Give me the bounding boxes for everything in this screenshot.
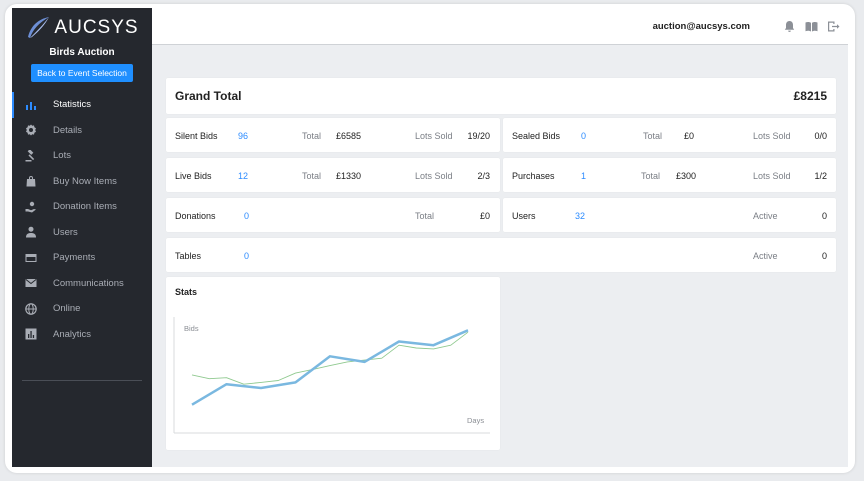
sidebar-item-statistics[interactable]: Statistics — [12, 92, 152, 118]
users-active-label: Active — [753, 211, 778, 221]
bell-icon[interactable] — [783, 20, 796, 33]
top-bar: auction@aucsys.com — [152, 8, 848, 45]
sidebar-item-communications[interactable]: Communications — [12, 271, 152, 297]
envelope-icon — [25, 277, 37, 289]
sidebar-item-label: Payments — [53, 252, 96, 264]
series-line-1 — [191, 329, 469, 406]
silent-bids-total: £6585 — [336, 131, 362, 141]
purchases-lots: 1/2 — [814, 171, 827, 181]
user-email: auction@aucsys.com — [652, 20, 750, 32]
sidebar-item-users[interactable]: Users — [12, 220, 152, 246]
sealed-bids-label: Sealed Bids — [512, 131, 561, 141]
tables-label: Tables — [175, 251, 202, 261]
sealed-bids-total: £0 — [684, 131, 695, 141]
sidebar-item-label: Online — [53, 303, 81, 315]
sidebar-item-payments[interactable]: Payments — [12, 245, 152, 271]
sidebar-item-online[interactable]: Online — [12, 296, 152, 322]
grand-total-value: £8215 — [793, 89, 827, 103]
sidebar-item-donation-items[interactable]: Donation Items — [12, 194, 152, 220]
x-axis-label: Days — [467, 416, 484, 425]
live-bids-label: Live Bids — [175, 171, 212, 181]
donations-label: Donations — [175, 211, 216, 221]
gavel-icon — [25, 149, 37, 162]
sidebar-item-label: Buy Now Items — [53, 175, 117, 187]
purchases-total: £300 — [676, 171, 697, 181]
sidebar-item-label: Communications — [53, 277, 124, 289]
analytics-icon — [25, 328, 37, 340]
sealed-bids-lots-label: Lots Sold — [753, 131, 791, 141]
bar-chart-icon — [25, 99, 37, 111]
sidebar-item-label: Donation Items — [53, 201, 117, 213]
live-bids-total-label: Total — [302, 171, 322, 181]
donations-total-label: Total — [415, 211, 435, 221]
sidebar-item-label: Lots — [53, 150, 71, 162]
donations-card: Donations 0 Total £0 — [166, 198, 500, 232]
back-to-event-selection-button[interactable]: Back to Event Selection — [31, 64, 133, 82]
sidebar-item-lots[interactable]: Lots — [12, 143, 152, 169]
sidebar-item-label: Analytics — [53, 328, 92, 340]
users-active: 0 — [821, 211, 827, 221]
sidebar: AUCSYS Birds Auction Back to Event Selec… — [12, 8, 152, 467]
sealed-bids-lots: 0/0 — [814, 131, 827, 141]
brand-name: AUCSYS — [54, 17, 139, 38]
sealed-bids-count[interactable]: 0 — [581, 131, 587, 141]
silent-bids-lots: 19/20 — [467, 131, 490, 141]
y-axis-label: Bids — [184, 324, 199, 333]
main-content: auction@aucsys.com Grand Total £8215 Sil… — [152, 8, 848, 467]
sidebar-item-details[interactable]: Details — [12, 118, 152, 144]
live-bids-lots: 2/3 — [477, 171, 490, 181]
event-name: Birds Auction — [49, 47, 115, 58]
sidebar-item-analytics[interactable]: Analytics — [12, 322, 152, 348]
live-bids-count[interactable]: 12 — [238, 171, 249, 181]
shopping-bag-icon — [25, 175, 37, 187]
silent-bids-card: Silent Bids 96 Total £6585 Lots Sold 19/… — [166, 118, 500, 152]
purchases-count[interactable]: 1 — [581, 171, 587, 181]
silent-bids-lots-label: Lots Sold — [415, 131, 453, 141]
silent-bids-label: Silent Bids — [175, 131, 218, 141]
chart-title: Stats — [175, 287, 198, 297]
tables-count[interactable]: 0 — [244, 251, 250, 261]
book-icon[interactable] — [805, 20, 818, 33]
silent-bids-count[interactable]: 96 — [238, 131, 249, 141]
credit-card-icon — [25, 252, 37, 264]
users-card: Users 32 Active 0 — [503, 198, 836, 232]
sealed-bids-card: Sealed Bids 0 Total £0 Lots Sold 0/0 — [503, 118, 836, 152]
tables-active: 0 — [821, 251, 827, 261]
grand-total-label: Grand Total — [175, 89, 242, 103]
sidebar-item-buy-now-items[interactable]: Buy Now Items — [12, 169, 152, 195]
live-bids-card: Live Bids 12 Total £1330 Lots Sold 2/3 — [166, 158, 500, 192]
sealed-bids-total-label: Total — [643, 131, 663, 141]
purchases-label: Purchases — [512, 171, 555, 181]
sidebar-nav: Statistics Details Lots Buy Now Items — [12, 92, 152, 347]
logout-icon[interactable] — [827, 20, 840, 33]
donations-total: £0 — [479, 211, 490, 221]
stats-line-chart: Bids Days — [173, 317, 490, 434]
app-window: AUCSYS Birds Auction Back to Event Selec… — [12, 8, 848, 467]
purchases-total-label: Total — [641, 171, 661, 181]
donations-count[interactable]: 0 — [244, 211, 250, 221]
stats-chart-card: Stats Bids Days — [166, 277, 500, 450]
silent-bids-total-label: Total — [302, 131, 322, 141]
sidebar-item-label: Users — [53, 226, 78, 238]
tables-card: Tables 0 Active 0 — [166, 238, 836, 272]
sidebar-item-label: Details — [53, 124, 83, 136]
tables-active-label: Active — [753, 251, 778, 261]
users-count[interactable]: 32 — [575, 211, 586, 221]
grand-total-card: Grand Total £8215 — [166, 78, 836, 114]
series-line-2 — [191, 331, 469, 385]
donation-hand-icon — [25, 201, 37, 213]
sidebar-item-label: Statistics — [53, 99, 92, 111]
gear-icon — [25, 124, 37, 136]
purchases-card: Purchases 1 Total £300 Lots Sold 1/2 — [503, 158, 836, 192]
users-label: Users — [512, 211, 536, 221]
live-bids-lots-label: Lots Sold — [415, 171, 453, 181]
purchases-lots-label: Lots Sold — [753, 171, 791, 181]
user-icon — [25, 226, 37, 238]
globe-icon — [25, 302, 37, 315]
sidebar-divider — [22, 380, 142, 381]
brand-logo: AUCSYS — [12, 8, 152, 42]
live-bids-total: £1330 — [336, 171, 362, 181]
feather-logo-icon — [28, 17, 50, 38]
